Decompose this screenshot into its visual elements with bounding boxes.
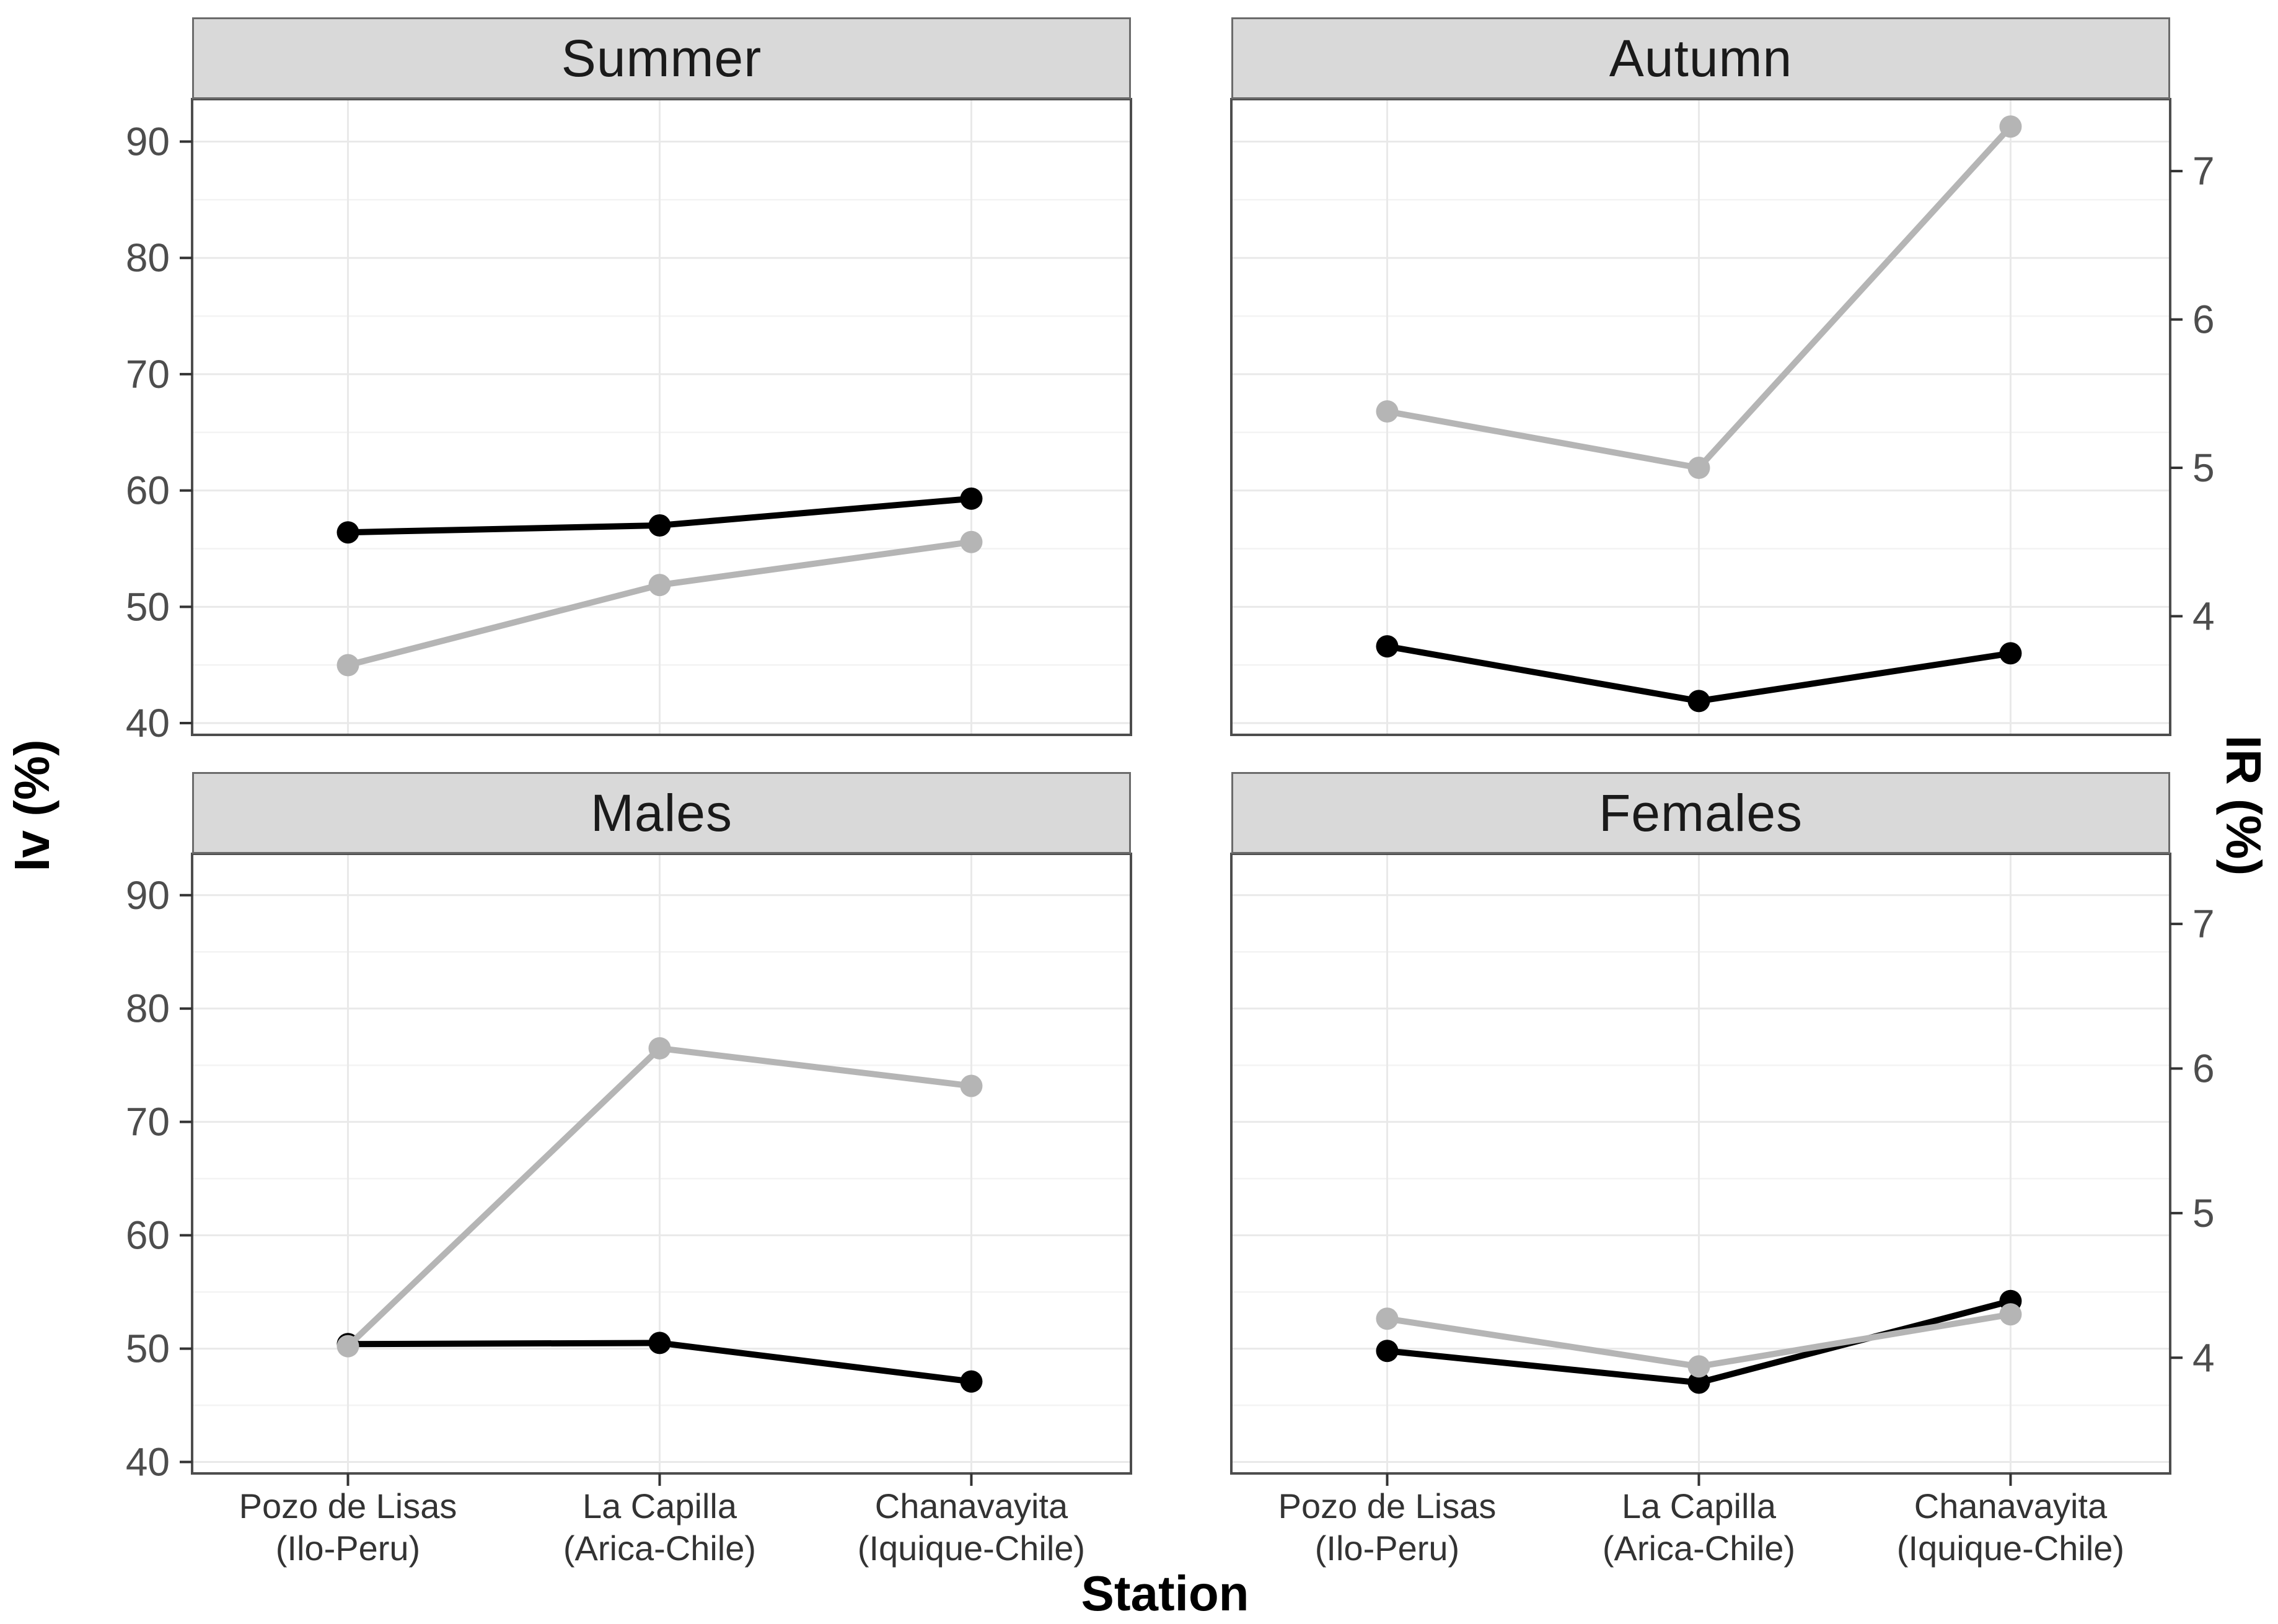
x-tick-label-line2: (Ilo-Peru): [1315, 1529, 1459, 1568]
right-axis-tick-label: 5: [2192, 446, 2215, 490]
panel-border-summer: [191, 98, 1132, 736]
x-axis-title: Station: [1081, 1566, 1249, 1621]
right-axis-tick-label: 5: [2192, 1191, 2215, 1236]
ir-point-females-0: [1376, 1307, 1399, 1330]
left-axis-tick-label: 70: [126, 1100, 170, 1144]
ir-point-males-0: [336, 1335, 359, 1358]
iv-point-autumn-1: [1687, 690, 1710, 713]
ir-point-autumn-2: [1999, 115, 2022, 138]
right-axis-title: IR (%): [2216, 735, 2271, 876]
x-tick-label-line1: Pozo de Lisas: [239, 1486, 457, 1525]
panel-border-females: [1230, 853, 2171, 1475]
ir-point-autumn-1: [1687, 457, 1710, 480]
x-tick-label-line2: (Arica-Chile): [563, 1529, 756, 1568]
ir-point-summer-0: [336, 654, 359, 677]
ir-point-summer-2: [960, 530, 983, 553]
left-axis-title: Iv (%): [4, 739, 59, 872]
iv-point-males-2: [960, 1370, 983, 1393]
iv-point-summer-0: [336, 521, 359, 544]
facet-title-females: Females: [1598, 783, 1803, 842]
left-axis-tick-label: 90: [126, 873, 170, 918]
ir-point-females-1: [1687, 1355, 1710, 1378]
facet-title-autumn: Autumn: [1609, 29, 1793, 87]
left-axis-tick-label: 90: [126, 120, 170, 164]
panel-background-summer: [192, 99, 1131, 735]
x-tick-label-line2: (Iquique-Chile): [1897, 1529, 2124, 1568]
panel-background-autumn: [1231, 99, 2170, 735]
iv-point-summer-2: [960, 487, 983, 510]
right-axis-tick-label: 7: [2192, 149, 2215, 193]
ir-point-autumn-0: [1376, 400, 1399, 423]
iv-point-summer-1: [648, 514, 671, 537]
panel-border-males: [191, 853, 1132, 1475]
facet-title-males: Males: [590, 783, 733, 842]
x-tick-label-line1: Chanavayita: [1914, 1486, 2108, 1525]
ir-point-females-2: [1999, 1303, 2022, 1326]
left-axis-tick-label: 40: [126, 701, 170, 745]
panel-background-males: [192, 854, 1131, 1473]
ir-point-males-2: [960, 1074, 983, 1097]
x-tick-label-line2: (Iquique-Chile): [858, 1529, 1085, 1568]
left-axis-tick-label: 40: [126, 1440, 170, 1485]
left-axis-tick-label: 70: [126, 352, 170, 397]
left-axis-tick-label: 60: [126, 468, 170, 513]
iv-point-females-1: [1687, 1371, 1710, 1394]
left-axis-tick-label: 50: [126, 584, 170, 629]
panel-border-autumn: [1230, 98, 2171, 736]
x-tick-label-line1: Pozo de Lisas: [1278, 1486, 1497, 1525]
facet-title-summer: Summer: [561, 29, 762, 87]
facet-strip-autumn: Autumn: [1231, 17, 2170, 99]
iv-point-autumn-2: [1999, 642, 2022, 665]
right-axis-tick-label: 6: [2192, 297, 2215, 342]
x-tick-label-line1: Chanavayita: [875, 1486, 1068, 1525]
left-axis-tick-label: 60: [126, 1213, 170, 1258]
iv-point-autumn-0: [1376, 635, 1399, 658]
ir-point-males-1: [648, 1037, 671, 1060]
iv-point-females-0: [1376, 1340, 1399, 1363]
right-axis-tick-label: 7: [2192, 902, 2215, 946]
facet-strip-males: Males: [192, 772, 1131, 854]
left-axis-tick-label: 80: [126, 235, 170, 280]
right-axis-tick-label: 6: [2192, 1047, 2215, 1091]
iv-point-males-1: [648, 1332, 671, 1354]
left-axis-tick-label: 50: [126, 1327, 170, 1371]
x-tick-label-line1: La Capilla: [1622, 1486, 1777, 1525]
right-axis-tick-label: 4: [2192, 1335, 2215, 1380]
x-tick-label-line1: La Capilla: [583, 1486, 737, 1525]
facet-strip-summer: Summer: [192, 17, 1131, 99]
facet-strip-females: Females: [1231, 772, 2170, 854]
x-tick-label-line2: (Ilo-Peru): [276, 1529, 420, 1568]
x-tick-label-line2: (Arica-Chile): [1603, 1529, 1795, 1568]
left-axis-tick-label: 80: [126, 986, 170, 1031]
right-axis-tick-label: 4: [2192, 594, 2215, 638]
ir-point-summer-1: [648, 574, 671, 597]
